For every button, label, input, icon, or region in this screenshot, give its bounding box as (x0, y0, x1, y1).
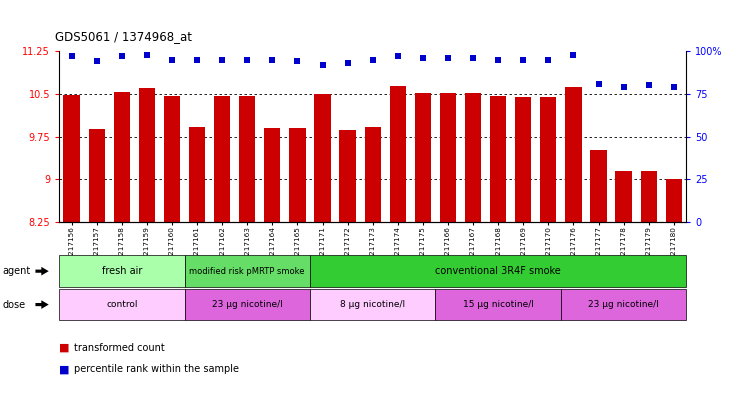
Point (141, 51, 153, 58)
Text: 15 μg nicotine/l: 15 μg nicotine/l (463, 300, 534, 309)
Point (266, 57, 278, 63)
Text: 23 μg nicotine/l: 23 μg nicotine/l (212, 300, 283, 309)
Text: modified risk pMRTP smoke: modified risk pMRTP smoke (190, 267, 305, 275)
Point (593, 81, 604, 87)
Point (467, 55, 479, 61)
Point (191, 57, 203, 63)
Point (517, 57, 529, 63)
Bar (239, 96, 255, 222)
Point (417, 55, 429, 61)
Bar (339, 130, 356, 222)
Bar (565, 87, 582, 222)
Bar (515, 97, 531, 222)
Text: conventional 3R4F smoke: conventional 3R4F smoke (435, 266, 561, 276)
Text: GDS5061 / 1374968_at: GDS5061 / 1374968_at (55, 30, 193, 43)
Text: dose: dose (2, 299, 25, 310)
Point (216, 57, 228, 63)
Point (392, 53, 404, 59)
Point (241, 57, 253, 63)
Bar (490, 96, 506, 222)
Bar (465, 93, 481, 222)
Text: 8 μg nicotine/l: 8 μg nicotine/l (340, 300, 405, 309)
Point (367, 57, 379, 63)
Text: percentile rank within the sample: percentile rank within the sample (74, 364, 239, 375)
Point (643, 82, 655, 88)
Bar (390, 86, 406, 222)
Bar (264, 128, 280, 222)
Bar (540, 97, 556, 222)
Point (116, 53, 128, 59)
Point (317, 62, 328, 68)
Point (292, 58, 303, 64)
Text: fresh air: fresh air (102, 266, 142, 276)
Bar (590, 150, 607, 222)
Bar (314, 94, 331, 222)
Point (542, 57, 554, 63)
Bar (440, 93, 456, 222)
Bar (666, 179, 682, 222)
Text: control: control (106, 300, 137, 309)
Point (66, 53, 77, 59)
Bar (114, 92, 130, 222)
Bar (139, 88, 155, 222)
Bar (189, 127, 205, 222)
Text: 23 μg nicotine/l: 23 μg nicotine/l (588, 300, 659, 309)
Text: ■: ■ (59, 343, 69, 353)
Point (568, 51, 579, 58)
Bar (641, 171, 657, 222)
Bar (63, 95, 80, 222)
Text: agent: agent (2, 266, 30, 276)
Bar (289, 128, 306, 222)
Point (342, 60, 354, 66)
Point (91, 58, 103, 64)
Text: ■: ■ (59, 364, 69, 375)
Bar (615, 171, 632, 222)
Bar (164, 96, 180, 222)
Bar (214, 96, 230, 222)
Bar (415, 93, 431, 222)
Text: transformed count: transformed count (74, 343, 165, 353)
Point (492, 57, 504, 63)
Point (668, 84, 680, 90)
Point (442, 55, 454, 61)
Point (166, 57, 178, 63)
Bar (89, 129, 105, 222)
Bar (365, 127, 381, 222)
Point (618, 84, 630, 90)
